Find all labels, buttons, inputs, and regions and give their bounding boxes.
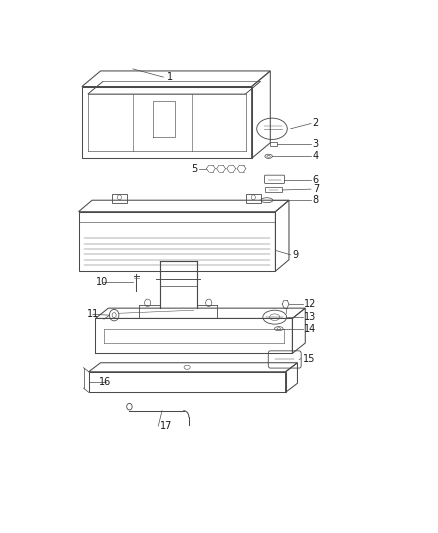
Text: 9: 9 bbox=[293, 250, 298, 260]
Bar bbox=[246, 195, 261, 203]
Text: 6: 6 bbox=[313, 175, 319, 185]
Bar bbox=[265, 187, 282, 192]
Text: 16: 16 bbox=[99, 377, 111, 387]
Text: 15: 15 bbox=[303, 353, 315, 364]
Text: 7: 7 bbox=[313, 184, 319, 194]
Text: 1: 1 bbox=[167, 72, 173, 82]
Bar bbox=[270, 142, 277, 146]
Bar bbox=[112, 195, 127, 203]
Text: 10: 10 bbox=[95, 277, 108, 287]
Text: 4: 4 bbox=[313, 151, 319, 161]
Text: 11: 11 bbox=[87, 309, 99, 319]
Text: 3: 3 bbox=[313, 139, 319, 149]
Text: 14: 14 bbox=[304, 324, 317, 334]
Text: 5: 5 bbox=[191, 164, 197, 174]
Text: 17: 17 bbox=[160, 421, 173, 431]
Text: 13: 13 bbox=[304, 312, 317, 322]
Text: 8: 8 bbox=[313, 195, 319, 205]
Text: 2: 2 bbox=[313, 118, 319, 128]
Text: 12: 12 bbox=[304, 299, 317, 309]
